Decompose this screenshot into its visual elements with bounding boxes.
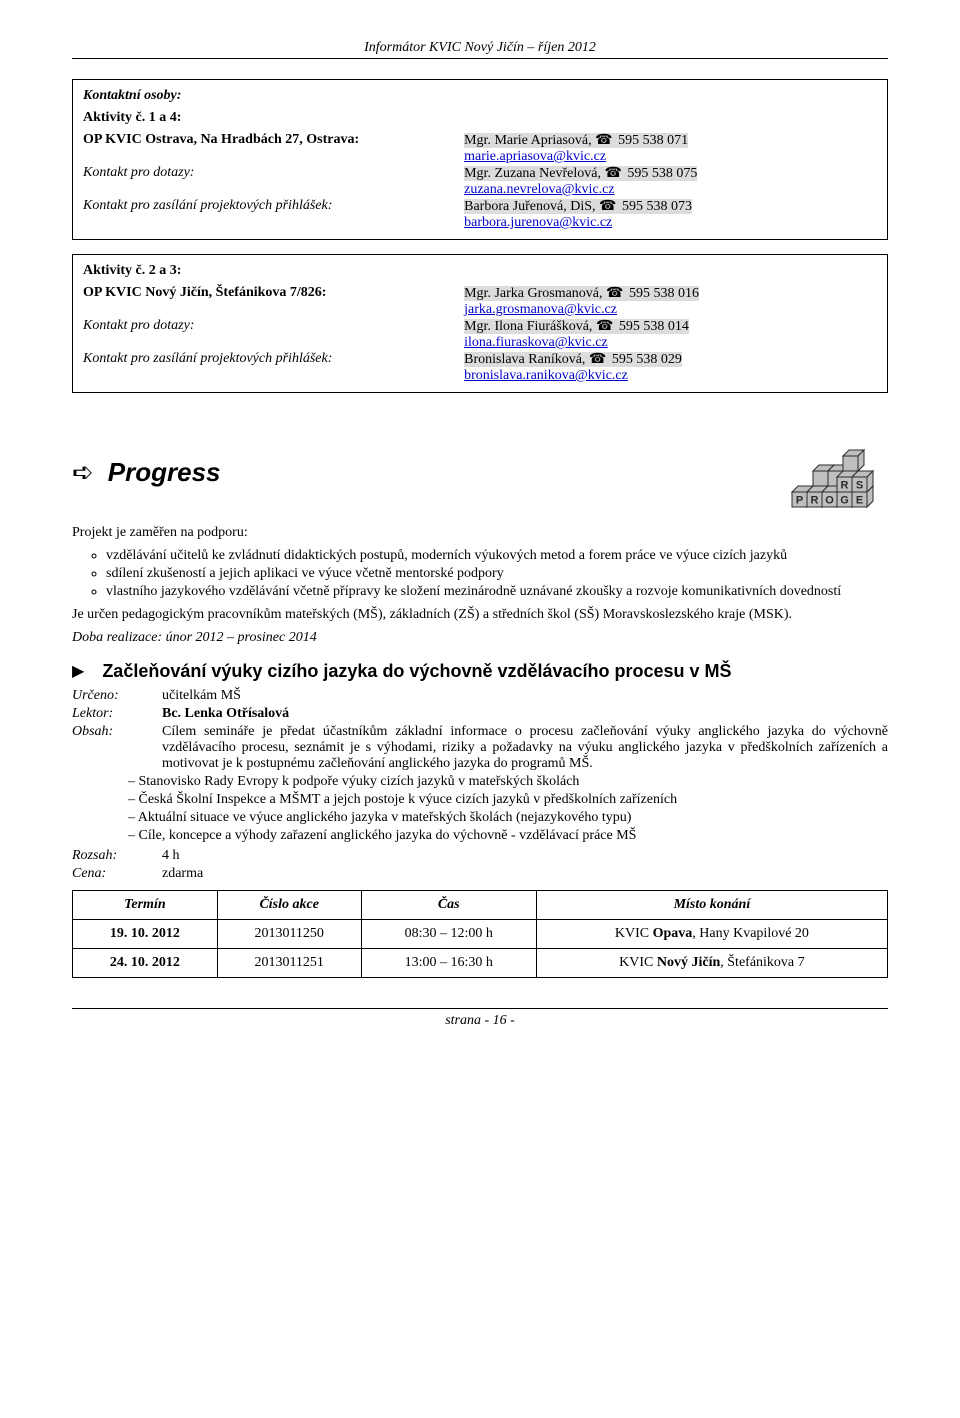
svg-text:R: R [841, 480, 849, 492]
svg-text:G: G [840, 495, 849, 507]
email-link[interactable]: jarka.grosmanova@kvic.cz [464, 302, 617, 317]
list-item: Česká Školní Inspekce a MŠMT a jejch pos… [128, 792, 888, 808]
list-item: vlastního jazykového vzdělávání včetně p… [106, 584, 888, 600]
lektor-label: Lektor: [72, 706, 162, 722]
urceno-label: Určeno: [72, 688, 162, 704]
date-cell: 24. 10. 2012 [73, 948, 218, 977]
zasil-label: Kontakt pro zasílání projektových přihlá… [83, 198, 464, 215]
table-header: Čas [361, 890, 536, 919]
lektor-value: Bc. Lenka Otřísalová [162, 706, 888, 722]
contact-name: Barbora Juřenová, DiS, 595 538 073 [464, 199, 692, 214]
contact-name: Mgr. Jarka Grosmanová, 595 538 016 [464, 286, 699, 301]
cena-value: zdarma [162, 866, 888, 882]
arrow-right-icon: ➪ [72, 458, 94, 488]
event-title: Začleňování výuky cizího jazyka do výcho… [102, 661, 731, 682]
table-header: Číslo akce [217, 890, 361, 919]
table-header: Termín [73, 890, 218, 919]
svg-text:S: S [856, 480, 863, 492]
contact-box-title: Kontaktní osoby: [83, 88, 877, 104]
list-item: vzdělávání učitelů ke zvládnutí didaktic… [106, 548, 888, 564]
list-item: Cíle, koncepce a výhody zařazení anglick… [128, 828, 888, 844]
place-cell: KVIC Nový Jičín, Štefánikova 7 [536, 948, 887, 977]
org-label: OP KVIC Ostrava, Na Hradbách 27, Ostrava… [83, 132, 464, 149]
num-cell: 2013011250 [217, 919, 361, 948]
list-item: Stanovisko Rady Evropy k podpoře výuky c… [128, 774, 888, 790]
progress-logo-icon: PROGRES [788, 427, 888, 518]
obsah-dashes: Stanovisko Rady Evropy k podpoře výuky c… [72, 774, 888, 844]
phone-icon [606, 286, 625, 301]
phone-icon [595, 133, 614, 148]
svg-text:E: E [856, 495, 863, 507]
footer-divider [72, 1008, 888, 1009]
svg-text:R: R [811, 495, 819, 507]
activity-label: Aktivity č. 1 a 4: [83, 110, 877, 126]
contact-name: Bronislava Raníková, 595 538 029 [464, 352, 682, 367]
list-item: sdílení zkušeností a jejich aplikaci ve … [106, 566, 888, 582]
num-cell: 2013011251 [217, 948, 361, 977]
progress-target: Je určen pedagogickým pracovníkům mateřs… [72, 606, 888, 624]
phone-icon [599, 199, 618, 214]
phone-icon [596, 319, 615, 334]
obsah-para: Cílem semináře je předat účastníkům zákl… [162, 724, 888, 772]
page-header: Informátor KVIC Nový Jičín – říjen 2012 [72, 40, 888, 56]
org-label: OP KVIC Nový Jičín, Štefánikova 7/826: [83, 285, 464, 302]
table-row: 19. 10. 2012201301125008:30 – 12:00 hKVI… [73, 919, 888, 948]
phone-icon [604, 166, 623, 181]
time-cell: 13:00 – 16:30 h [361, 948, 536, 977]
email-link[interactable]: ilona.fiuraskova@kvic.cz [464, 335, 608, 350]
table-header: Místo konání [536, 890, 887, 919]
list-item: Aktuální situace ve výuce anglického jaz… [128, 810, 888, 826]
email-link[interactable]: zuzana.nevrelova@kvic.cz [464, 182, 614, 197]
contact-box-1: Kontaktní osoby: Aktivity č. 1 a 4: OP K… [72, 79, 888, 240]
triangle-right-icon: ▶ [72, 661, 84, 681]
time-cell: 08:30 – 12:00 h [361, 919, 536, 948]
email-link[interactable]: barbora.jurenova@kvic.cz [464, 215, 612, 230]
contact-name: Mgr. Ilona Fiurášková, 595 538 014 [464, 319, 689, 334]
zasil-label: Kontakt pro zasílání projektových přihlá… [83, 351, 464, 368]
email-link[interactable]: marie.apriasova@kvic.cz [464, 149, 606, 164]
svg-text:P: P [796, 495, 803, 507]
cena-label: Cena: [72, 866, 162, 882]
activity-label: Aktivity č. 2 a 3: [83, 263, 877, 279]
obsah-label: Obsah: [72, 724, 162, 772]
header-divider [72, 58, 888, 59]
table-row: 24. 10. 2012201301125113:00 – 16:30 hKVI… [73, 948, 888, 977]
contact-name: Mgr. Zuzana Nevřelová, 595 538 075 [464, 166, 697, 181]
place-cell: KVIC Opava, Hany Kvapilové 20 [536, 919, 887, 948]
schedule-table: TermínČíslo akceČasMísto konání 19. 10. … [72, 890, 888, 978]
rozsah-label: Rozsah: [72, 848, 162, 864]
urceno-value: učitelkám MŠ [162, 688, 888, 704]
progress-intro: Projekt je zaměřen na podporu: [72, 524, 888, 542]
contact-name: Mgr. Marie Apriasová, 595 538 071 [464, 133, 688, 148]
progress-realization: Doba realizace: únor 2012 – prosinec 201… [72, 629, 888, 647]
dotazy-label: Kontakt pro dotazy: [83, 318, 464, 335]
email-link[interactable]: bronislava.ranikova@kvic.cz [464, 368, 628, 383]
progress-title: Progress [108, 457, 221, 488]
svg-text:O: O [825, 495, 834, 507]
date-cell: 19. 10. 2012 [73, 919, 218, 948]
progress-bullets: vzdělávání učitelů ke zvládnutí didaktic… [72, 548, 888, 600]
phone-icon [589, 352, 608, 367]
contact-box-2: Aktivity č. 2 a 3: OP KVIC Nový Jičín, Š… [72, 254, 888, 393]
page-footer: strana - 16 - [72, 1013, 888, 1029]
dotazy-label: Kontakt pro dotazy: [83, 165, 464, 182]
rozsah-value: 4 h [162, 848, 888, 864]
